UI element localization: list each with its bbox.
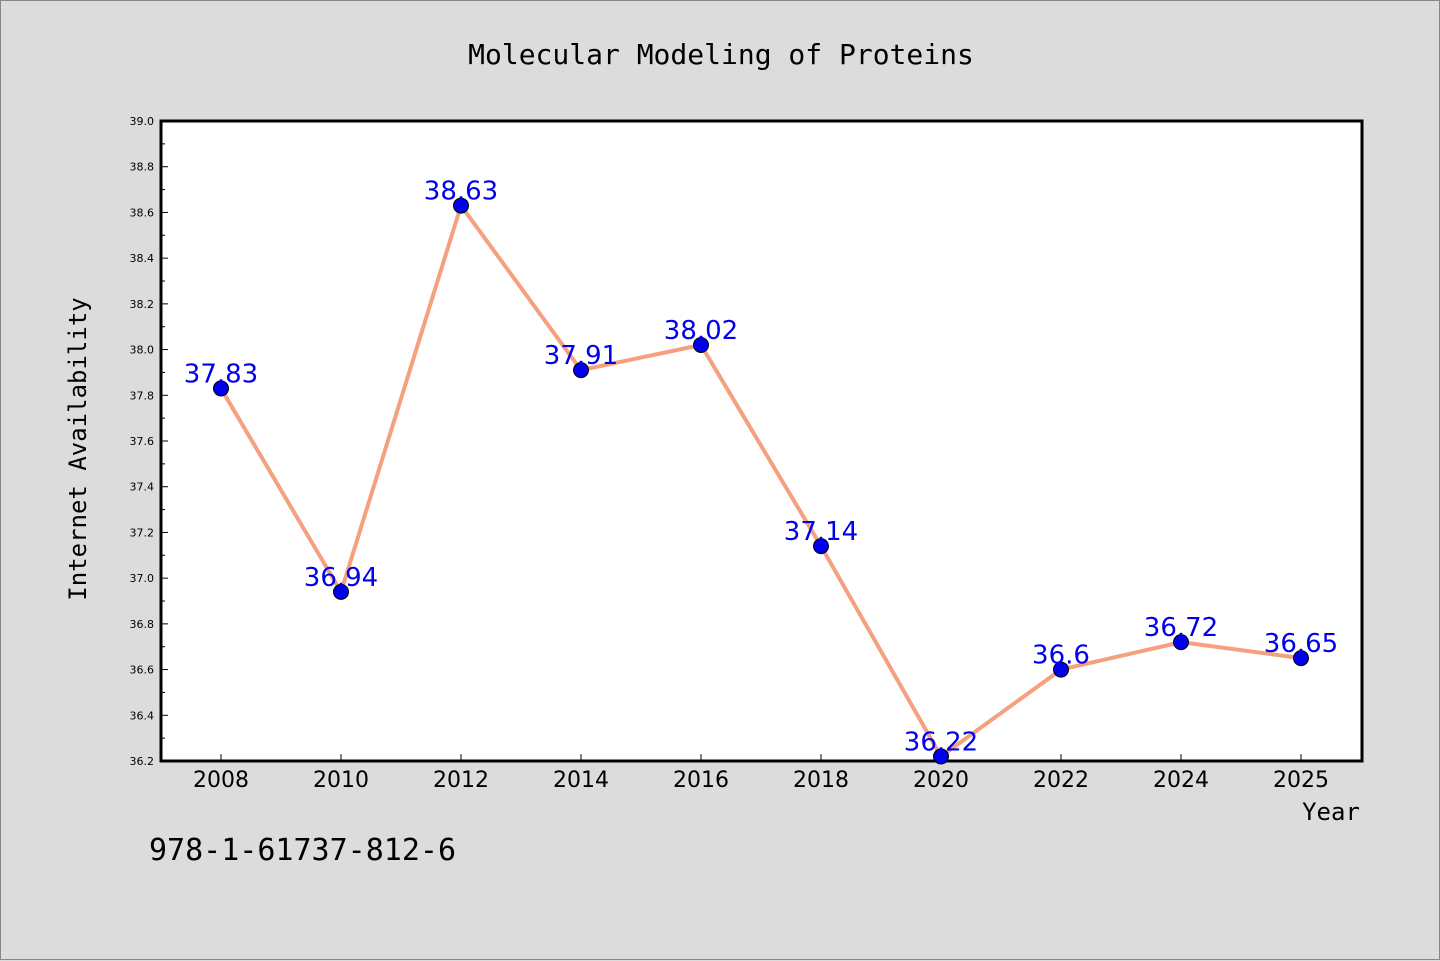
data-point — [573, 362, 589, 379]
y-tick-label: 36.6 — [130, 664, 155, 677]
data-label: 37.83 — [184, 359, 258, 389]
x-tick-label: 2024 — [1153, 768, 1209, 793]
data-point — [453, 197, 469, 214]
y-tick-label: 38.6 — [130, 206, 155, 219]
x-axis-title: Year — [1302, 798, 1360, 826]
data-label: 37.91 — [544, 341, 618, 371]
x-tick-label: 2020 — [913, 768, 969, 793]
y-tick-label: 38.4 — [130, 252, 155, 265]
data-point — [813, 538, 829, 555]
y-tick-label: 36.4 — [130, 709, 155, 722]
data-point — [1053, 661, 1069, 678]
data-point — [333, 583, 349, 600]
data-point — [693, 337, 709, 353]
data-label: 38.02 — [664, 316, 738, 346]
x-tick-label: 2016 — [673, 768, 729, 793]
x-tick-label: 2010 — [313, 768, 369, 793]
series-path — [219, 203, 1302, 759]
y-tick-label: 38.2 — [130, 298, 155, 311]
data-point — [213, 380, 229, 397]
series-points — [213, 197, 1309, 765]
data-point — [1293, 650, 1309, 667]
y-axis-title: Internet Availability — [64, 297, 92, 600]
y-tick-label: 36.8 — [130, 618, 155, 631]
isbn-footnote: 978-1-61737-812-6 — [149, 833, 457, 868]
y-tick-label: 37.6 — [130, 435, 155, 448]
data-label: 36.94 — [304, 563, 378, 593]
x-tick-label: 2008 — [193, 768, 249, 793]
series-line — [219, 203, 1302, 759]
data-label: 36.6 — [1032, 641, 1090, 671]
data-label: 37.14 — [784, 517, 858, 547]
data-label: 36.72 — [1144, 613, 1218, 643]
x-tick-label: 2022 — [1033, 768, 1089, 793]
data-label: 36.65 — [1264, 629, 1338, 659]
plot-area — [159, 119, 1364, 763]
y-tick-label: 37.8 — [130, 389, 155, 402]
x-tick-label: 2014 — [553, 768, 609, 793]
data-label: 38.63 — [424, 177, 498, 207]
data-label: 36.22 — [904, 727, 978, 757]
x-tick-label: 2012 — [433, 768, 489, 793]
x-tick-label: 2018 — [793, 768, 849, 793]
data-point — [933, 748, 949, 765]
y-tick-label: 38.0 — [130, 344, 155, 357]
x-axis: 2008 2010 2012 2014 2016 2018 2020 2022 2024 2025 — [193, 754, 1329, 793]
y-tick-label: 37.4 — [130, 481, 155, 494]
y-tick-label: 38.8 — [130, 161, 155, 174]
y-axis: 36.2 36.4 36.6 36.8 37.0 37.2 37.4 37.6 37.8 38.0… — [130, 115, 168, 768]
data-point — [1173, 634, 1189, 651]
y-tick-label: 39.0 — [130, 115, 155, 128]
x-tick-label: 2025 — [1273, 768, 1329, 793]
y-tick-label: 37.2 — [130, 526, 155, 539]
data-labels: 37.83 36.94 38.63 37.91 38.02 37.14 36.22 36.6 3… — [184, 177, 1338, 758]
y-tick-label: 37.0 — [130, 572, 155, 585]
y-tick-label: 36.2 — [130, 755, 155, 768]
chart-title: Molecular Modeling of Proteins — [468, 38, 974, 71]
